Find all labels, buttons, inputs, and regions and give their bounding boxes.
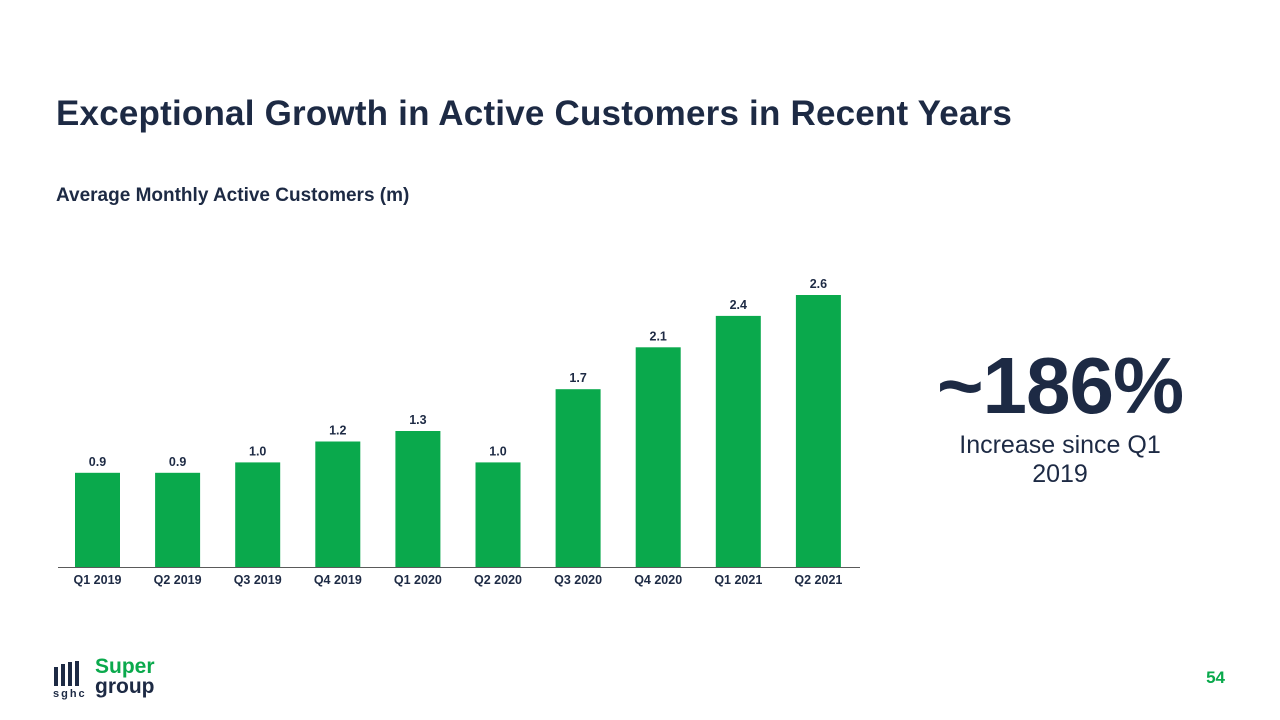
data-label: 2.4 — [730, 298, 747, 312]
bar-q2-2020 — [475, 462, 521, 567]
bar-q1-2019 — [75, 472, 120, 567]
bar-q1-2020 — [395, 431, 441, 567]
bar-q3-2020 — [555, 389, 601, 567]
kpi-caption-line2: 2019 — [1032, 460, 1088, 488]
logo-abbreviation: sghc — [53, 688, 87, 700]
bar-q4-2019 — [315, 441, 361, 567]
x-tick-label: Q1 2021 — [714, 573, 762, 587]
data-label: 1.0 — [489, 444, 506, 458]
bar-q1-2021 — [715, 315, 761, 567]
data-label: 0.9 — [89, 455, 106, 469]
x-tick-label: Q1 2019 — [74, 573, 122, 587]
bar-q3-2019 — [235, 462, 281, 567]
data-label: 1.0 — [249, 444, 266, 458]
x-tick-label: Q2 2021 — [794, 573, 842, 587]
chart-title: Average Monthly Active Customers (m) — [56, 185, 410, 206]
bar-q4-2020 — [635, 347, 681, 567]
data-label: 1.7 — [569, 371, 586, 385]
data-label: 0.9 — [169, 455, 186, 469]
x-tick-label: Q1 2020 — [394, 573, 442, 587]
kpi-value: ~186% — [936, 341, 1184, 430]
x-tick-label: Q2 2020 — [474, 573, 522, 587]
x-tick-label: Q3 2020 — [554, 573, 602, 587]
data-label: 2.1 — [650, 329, 667, 343]
page-number: 54 — [1206, 668, 1225, 687]
x-tick-label: Q3 2019 — [234, 573, 282, 587]
slide-title: Exceptional Growth in Active Customers i… — [56, 94, 1013, 133]
bar-q2-2019 — [155, 472, 201, 567]
x-tick-label: Q4 2020 — [634, 573, 682, 587]
company-logo: sghc Super group — [52, 656, 172, 702]
data-label: 1.3 — [409, 413, 426, 427]
logo-name-line1: Super — [95, 655, 155, 678]
x-tick-label: Q4 2019 — [314, 573, 362, 587]
kpi-caption: Increase since Q1 2019 — [940, 431, 1180, 489]
x-tick-label: Q2 2019 — [154, 573, 202, 587]
kpi-caption-line1: Increase since Q1 — [959, 431, 1161, 459]
bar-q2-2021 — [795, 295, 841, 567]
data-label: 1.2 — [329, 424, 346, 438]
bars-logo-icon — [54, 661, 79, 686]
logo-name-line2: group — [95, 675, 155, 698]
data-label: 2.6 — [810, 277, 827, 291]
